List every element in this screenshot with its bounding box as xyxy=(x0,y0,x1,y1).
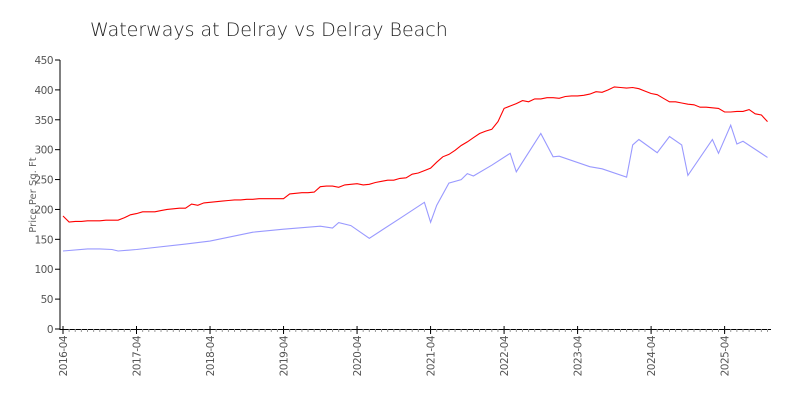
x-tick-label: 2018-04 xyxy=(205,335,217,376)
x-tick-label: 2023-04 xyxy=(573,335,585,376)
y-tick-label: 450 xyxy=(34,55,53,67)
y-tick-label: 150 xyxy=(34,234,53,246)
x-tick-label: 2025-04 xyxy=(720,335,732,376)
x-tick-label: 2020-04 xyxy=(352,335,364,376)
y-tick-label: 400 xyxy=(34,85,53,97)
x-tick-label: 2017-04 xyxy=(132,335,144,376)
x-tick-label: 2021-04 xyxy=(426,335,438,376)
y-tick-label: 250 xyxy=(34,175,53,187)
x-tick-label: 2019-04 xyxy=(279,335,291,376)
y-axis-label: Price Per Sq. Ft xyxy=(28,157,39,232)
x-tick-label: 2022-04 xyxy=(499,335,511,376)
y-tick-label: 0 xyxy=(47,324,53,336)
x-tick-label: 2016-04 xyxy=(58,335,70,376)
y-tick-label: 100 xyxy=(34,264,53,276)
y-tick-label: 50 xyxy=(41,294,53,306)
chart-title: Waterways at Delray vs Delray Beach xyxy=(90,19,448,41)
series-line-0 xyxy=(62,86,768,223)
x-tick-label: 2024-04 xyxy=(646,335,658,376)
y-tick-label: 300 xyxy=(34,145,53,157)
y-tick-label: 200 xyxy=(34,204,53,216)
series-line-1 xyxy=(62,123,768,252)
y-tick-label: 350 xyxy=(34,115,53,127)
